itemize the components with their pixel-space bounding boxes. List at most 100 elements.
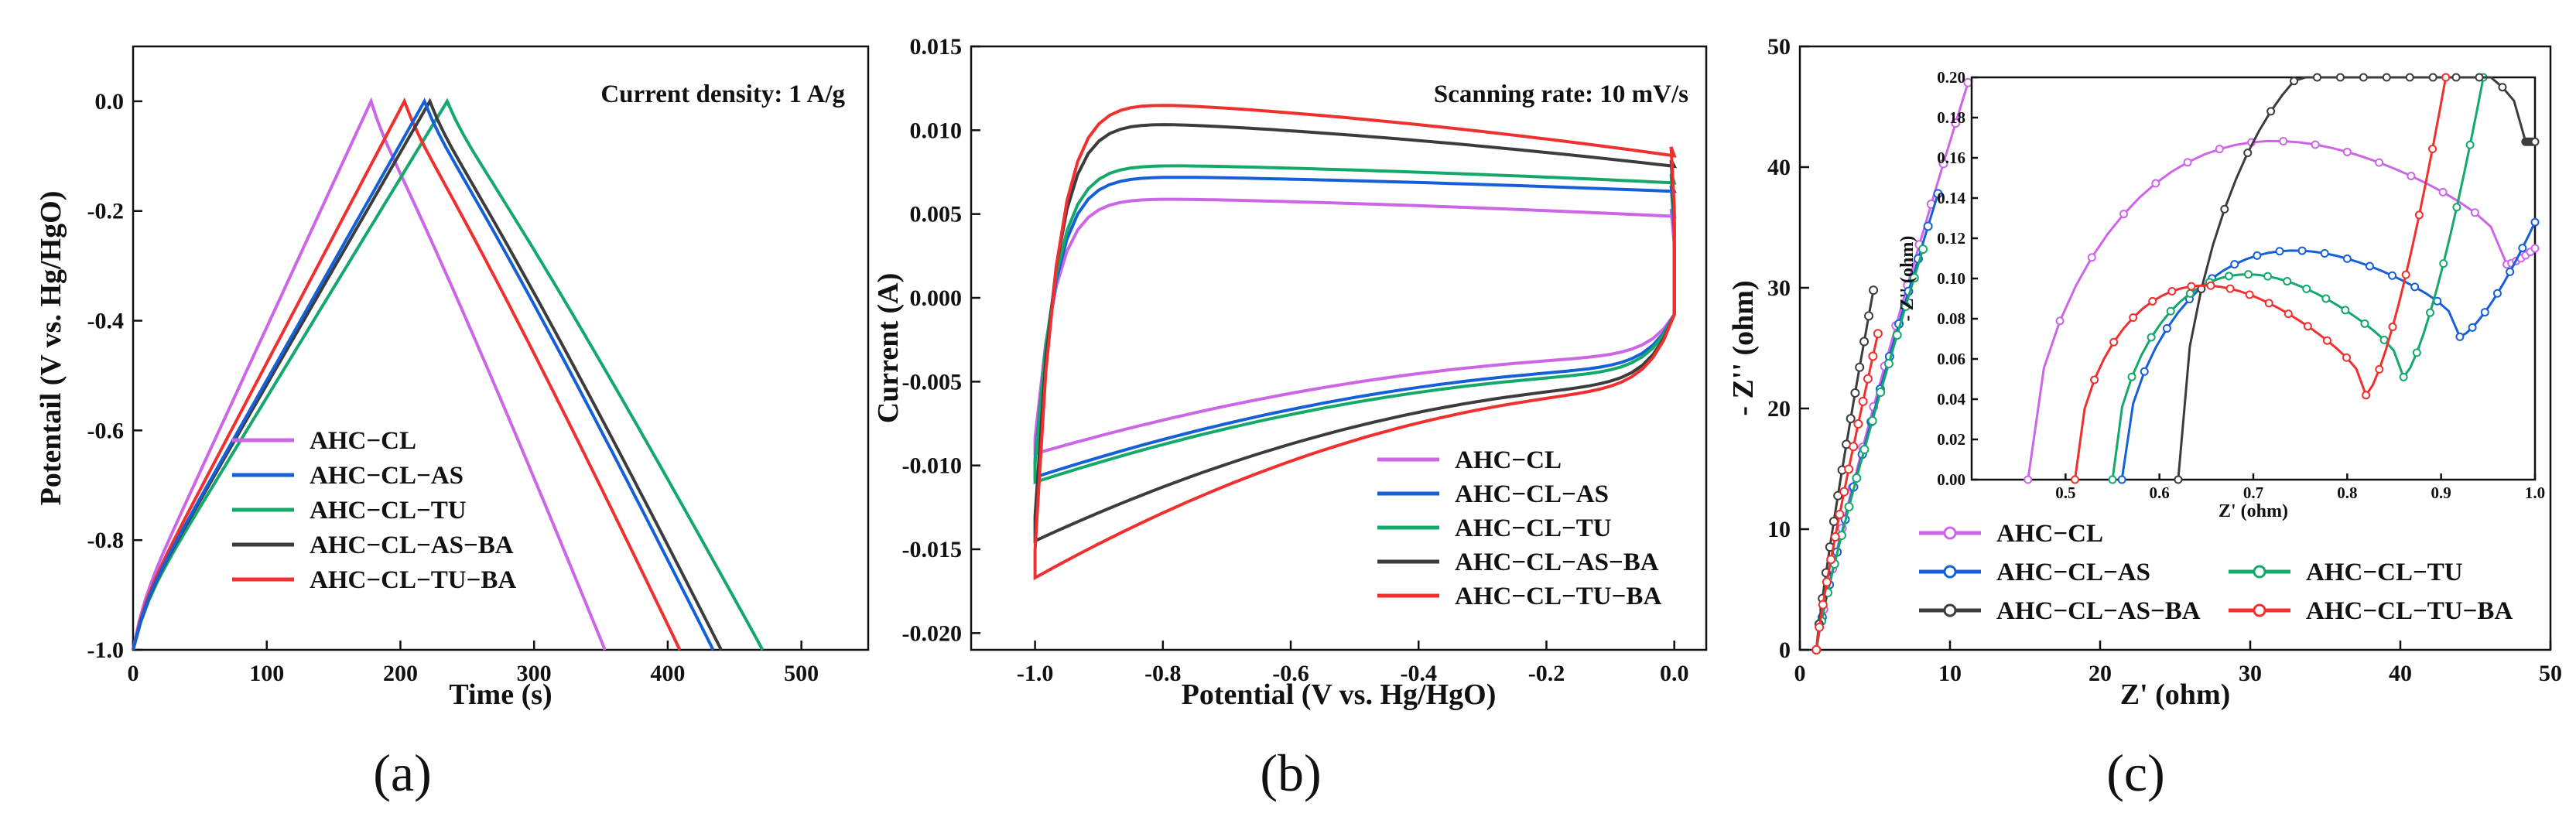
inset-point (2303, 322, 2312, 331)
y-tick-label: -0.2 (87, 199, 125, 224)
inset-point (2290, 77, 2299, 86)
legend-label: AHC−CL−AS−BA (1996, 597, 2201, 625)
inset-point (2162, 324, 2171, 333)
y-tick-label: 0.08 (1937, 309, 1965, 328)
nyquist-point (1883, 359, 1894, 369)
inset-curve-ahc-cl-tu-ba (2074, 77, 2448, 480)
inset-point (2187, 282, 2196, 291)
x-tick-label: 0.9 (2431, 484, 2451, 502)
inset-point (2320, 248, 2329, 258)
x-tick-label: 0 (128, 661, 139, 686)
legend-label: AHC−CL−TU−BA (2306, 597, 2513, 625)
nyquist-point (1844, 464, 1854, 474)
x-tick-label: 400 (650, 661, 685, 686)
inset-point (2518, 244, 2527, 253)
nyquist-point (1868, 351, 1878, 361)
inset-point (2375, 158, 2384, 167)
nyquist-point (1855, 362, 1865, 372)
legend-label: AHC−CL−TU (2306, 559, 2463, 586)
inset-point (2388, 323, 2397, 332)
inset-point (2220, 204, 2229, 214)
legend-label: AHC−CL−AS−BA (310, 531, 514, 559)
y-tick-label: 0.010 (910, 118, 963, 143)
legend-label: AHC−CL (1996, 520, 2103, 548)
nyquist-point (1869, 285, 1879, 296)
inset-point (2375, 364, 2384, 374)
legend-label: AHC−CL−AS (1455, 480, 1609, 508)
nyquist-point (1835, 509, 1845, 519)
panel-b-ylabel: Current (A) (872, 273, 905, 424)
y-tick-label: -0.005 (902, 369, 963, 395)
x-tick-label: 50 (2539, 661, 2562, 686)
panel-c-inset-xlabel: Z' (ohm) (2219, 501, 2288, 521)
x-tick-label: 1.0 (2525, 484, 2545, 502)
inset-point (2342, 147, 2352, 156)
inset-point (2360, 319, 2369, 328)
inset-point (2264, 299, 2273, 308)
x-tick-label: 300 (517, 661, 552, 686)
nyquist-point (1818, 600, 1828, 610)
inset-point (2379, 335, 2389, 344)
gcd-curve-ahc-cl-tu (132, 97, 765, 651)
inset-point (2302, 284, 2311, 293)
inset-point (2382, 73, 2391, 82)
legend-marker (2253, 565, 2266, 579)
panel-a-ylabel: Potentail (V vs. Hg/HgO) (35, 191, 67, 506)
inset-point (2230, 260, 2239, 269)
panel-a-annotation: Current density: 1 A/g (600, 80, 845, 108)
x-tick-label: 100 (249, 661, 284, 686)
y-tick-label: 0.18 (1937, 108, 1965, 127)
panel-c-inset-frame (1970, 76, 2537, 481)
inset-curve-ahc-cl-tu (2111, 77, 2485, 480)
legend-label: AHC−CL−TU (1455, 514, 1612, 542)
x-tick-label: 0.5 (2055, 484, 2075, 502)
legend-label: AHC−CL (310, 427, 416, 455)
inset-point (2530, 217, 2540, 227)
inset-point (2183, 158, 2192, 167)
inset-point (2498, 83, 2507, 92)
inset-point (2492, 289, 2502, 298)
inset-point (2359, 73, 2368, 82)
inset-point (2441, 73, 2451, 82)
inset-point (2428, 145, 2437, 154)
y-tick-label: -0.020 (902, 620, 963, 646)
panel-b: -1.0 -0.8 -0.6 -0.4 -0.2 0.0 -0.020 -0.015 -0.01… (872, 34, 1708, 802)
nyquist-point (1846, 414, 1856, 424)
inset-point (2275, 247, 2284, 256)
inset-point (2244, 270, 2253, 279)
x-tick-label: 0 (1794, 661, 1806, 686)
y-tick-label: 0.005 (910, 202, 963, 227)
legend-label: AHC−CL−AS−BA (1455, 548, 1659, 576)
inset-point (2506, 267, 2515, 276)
x-tick-label: -1.0 (1017, 661, 1054, 686)
nyquist-point (1863, 374, 1873, 384)
x-tick-label: -0.4 (1401, 661, 1438, 686)
panel-b-label: (b) (1260, 743, 1321, 802)
inset-point (2147, 333, 2156, 342)
inset-point (2109, 337, 2119, 347)
nyquist-point (1938, 159, 1948, 169)
y-tick-label: 40 (1767, 155, 1791, 180)
x-tick-label: -0.6 (1272, 661, 1309, 686)
panel-b-annotation: Scanning rate: 10 mV/s (1434, 80, 1688, 108)
panel-a-label: (a) (373, 743, 431, 802)
y-tick-label: 0.20 (1937, 68, 1965, 87)
nyquist-point (1900, 302, 1911, 312)
nyquist-point (1867, 416, 1877, 426)
x-tick-label: 0.7 (2243, 484, 2263, 502)
legend-label: AHC−CL−TU−BA (1455, 583, 1661, 610)
nyquist-point (1923, 221, 1933, 231)
nyquist-point (1859, 337, 1870, 347)
inset-point (2279, 136, 2288, 145)
nyquist-point (1839, 487, 1849, 497)
x-tick-label: 10 (1938, 661, 1962, 686)
nyquist-point (1849, 442, 1859, 452)
inset-point (2426, 308, 2435, 317)
legend-label: AHC−CL−TU (310, 497, 467, 525)
inset-point (2455, 332, 2465, 341)
nyquist-point (1909, 273, 1919, 283)
y-tick-label: -0.010 (902, 453, 963, 479)
panel-a-xlabel: Time (s) (449, 678, 552, 711)
inset-point (2148, 296, 2157, 306)
inset-point (2117, 475, 2126, 484)
